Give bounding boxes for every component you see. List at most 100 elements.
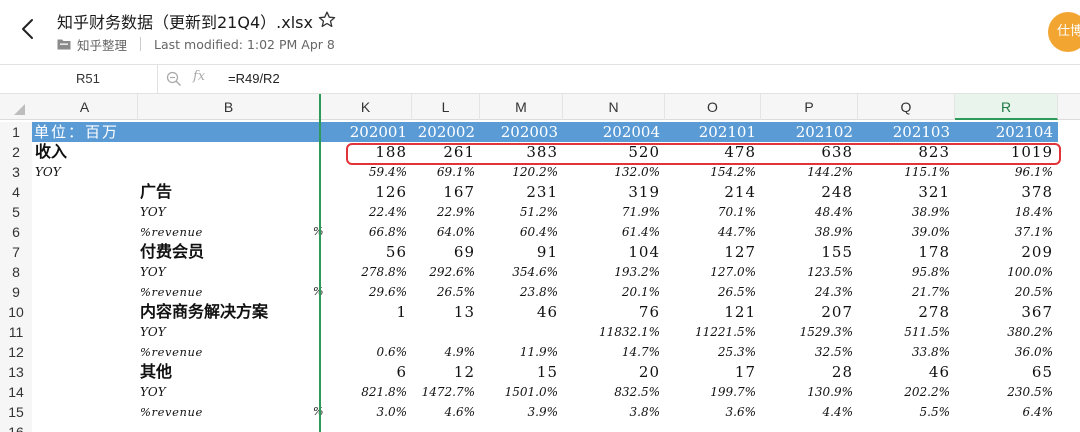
data-cell[interactable]: 69 xyxy=(453,243,475,261)
data-cell[interactable]: 70.1% xyxy=(717,205,756,219)
data-cell[interactable]: 321 xyxy=(918,183,950,201)
data-cell[interactable]: 115.1% xyxy=(904,165,950,179)
data-cell[interactable]: 520 xyxy=(628,143,660,161)
data-cell[interactable]: 39.0% xyxy=(911,225,950,239)
row-number[interactable]: 2 xyxy=(0,142,32,162)
data-cell[interactable]: 46 xyxy=(536,303,558,321)
period-header-cell[interactable]: 202103 xyxy=(892,123,950,141)
data-cell[interactable]: 100.0% xyxy=(1007,265,1053,279)
data-cell[interactable]: 638 xyxy=(821,143,853,161)
data-cell[interactable]: 230.5% xyxy=(1007,385,1053,399)
data-cell[interactable]: 3.6% xyxy=(725,405,757,419)
data-cell[interactable]: 199.7% xyxy=(710,385,756,399)
row-label-b[interactable]: 其他 xyxy=(140,362,173,381)
data-cell[interactable]: 167 xyxy=(443,183,475,201)
row-label-b[interactable]: %revenue xyxy=(140,345,203,359)
data-cell[interactable]: 24.3% xyxy=(814,285,853,299)
data-cell[interactable] xyxy=(320,422,412,432)
data-cell[interactable]: 292.6% xyxy=(429,265,475,279)
data-cell[interactable]: 1472.7% xyxy=(421,385,475,399)
data-cell[interactable]: 154.2% xyxy=(710,165,756,179)
row-label-b[interactable]: %revenue xyxy=(140,405,203,419)
row-label-b[interactable]: %revenue xyxy=(140,285,203,299)
data-cell[interactable]: 96.1% xyxy=(1014,165,1053,179)
data-cell[interactable]: 127.0% xyxy=(710,265,756,279)
row-label-b[interactable]: YOY xyxy=(140,325,166,339)
row-label-b[interactable]: 内容商务解决方案 xyxy=(140,302,269,321)
row-label-b[interactable]: YOY xyxy=(140,205,166,219)
data-cell[interactable]: 20.1% xyxy=(621,285,660,299)
data-cell[interactable]: 14.7% xyxy=(621,345,660,359)
row-label-b[interactable]: 广告 xyxy=(140,182,173,201)
data-cell[interactable]: 248 xyxy=(821,183,853,201)
column-header-P[interactable]: P xyxy=(761,94,858,120)
data-cell[interactable]: 71.9% xyxy=(621,205,660,219)
data-cell[interactable]: 11221.5% xyxy=(694,325,756,339)
data-cell[interactable]: 12 xyxy=(453,363,475,381)
row-label-b[interactable]: 付费会员 xyxy=(140,242,205,261)
data-cell[interactable]: 6.4% xyxy=(1022,405,1054,419)
data-cell[interactable]: 11.9% xyxy=(519,345,558,359)
data-cell[interactable]: 104 xyxy=(628,243,660,261)
data-cell[interactable]: 144.2% xyxy=(807,165,853,179)
column-header-K[interactable]: K xyxy=(320,94,412,120)
data-cell[interactable]: 214 xyxy=(724,183,756,201)
row-label-b[interactable]: YOY xyxy=(140,385,166,399)
data-cell[interactable]: 478 xyxy=(724,143,756,161)
data-cell[interactable]: 28 xyxy=(831,363,853,381)
data-cell[interactable]: 383 xyxy=(526,143,558,161)
row-label-b[interactable]: %revenue xyxy=(140,225,203,239)
data-cell[interactable]: 37.1% xyxy=(1014,225,1053,239)
column-header-R[interactable]: R xyxy=(955,94,1058,120)
data-cell[interactable]: 20.5% xyxy=(1014,285,1053,299)
data-cell[interactable]: 33.8% xyxy=(911,345,950,359)
data-cell[interactable]: 17 xyxy=(734,363,756,381)
data-cell[interactable]: 11832.1% xyxy=(598,325,660,339)
back-arrow-icon[interactable] xyxy=(14,14,44,44)
data-cell[interactable]: 95.8% xyxy=(911,265,950,279)
row-number[interactable]: 15 xyxy=(0,402,32,422)
row-number[interactable]: 7 xyxy=(0,242,32,262)
data-cell[interactable]: 61.4% xyxy=(621,225,660,239)
data-cell[interactable] xyxy=(480,322,563,342)
column-header-N[interactable]: N xyxy=(563,94,665,120)
data-cell[interactable]: 188 xyxy=(375,143,407,161)
data-cell[interactable]: 319 xyxy=(628,183,660,201)
data-cell[interactable]: 209 xyxy=(1021,243,1053,261)
data-cell[interactable]: 821.8% xyxy=(361,385,407,399)
unit-label[interactable]: 单位：百万 xyxy=(34,123,120,141)
data-cell[interactable]: 132.0% xyxy=(614,165,660,179)
period-header-cell[interactable]: 202102 xyxy=(795,123,853,141)
data-cell[interactable]: 123.5% xyxy=(807,265,853,279)
data-cell[interactable]: 120.2% xyxy=(512,165,558,179)
column-header-O[interactable]: O xyxy=(665,94,761,120)
data-cell[interactable]: 155 xyxy=(821,243,853,261)
row-number[interactable]: 13 xyxy=(0,362,32,382)
data-cell[interactable]: 22.9% xyxy=(436,205,475,219)
data-cell[interactable]: 354.6% xyxy=(512,265,558,279)
data-cell[interactable]: 3.0% xyxy=(376,405,408,419)
folder-name[interactable]: 知乎整理 xyxy=(77,37,128,53)
data-cell[interactable] xyxy=(955,422,1058,432)
row-number[interactable]: 12 xyxy=(0,342,32,362)
data-cell[interactable]: 25.3% xyxy=(717,345,756,359)
data-cell[interactable]: 1501.0% xyxy=(504,385,558,399)
column-header-M[interactable]: M xyxy=(480,94,563,120)
row-label-b[interactable]: YOY xyxy=(140,265,166,279)
data-cell[interactable]: 4.4% xyxy=(822,405,854,419)
data-cell[interactable]: 76 xyxy=(638,303,660,321)
data-cell[interactable]: 130.9% xyxy=(807,385,853,399)
row-number[interactable]: 10 xyxy=(0,302,32,322)
freeze-pane-divider[interactable] xyxy=(319,94,321,432)
data-cell[interactable]: 126 xyxy=(375,183,407,201)
row-number[interactable]: 6 xyxy=(0,222,32,242)
row-number[interactable]: 4 xyxy=(0,182,32,202)
data-cell[interactable]: 29.6% xyxy=(368,285,407,299)
data-cell[interactable]: 91 xyxy=(536,243,558,261)
data-cell[interactable]: 66.8% xyxy=(368,225,407,239)
data-cell[interactable]: 26.5% xyxy=(717,285,756,299)
period-header-cell[interactable]: 202001 xyxy=(349,123,407,141)
row-number[interactable]: 3 xyxy=(0,162,32,182)
data-cell[interactable]: 207 xyxy=(821,303,853,321)
column-header-L[interactable]: L xyxy=(412,94,480,120)
